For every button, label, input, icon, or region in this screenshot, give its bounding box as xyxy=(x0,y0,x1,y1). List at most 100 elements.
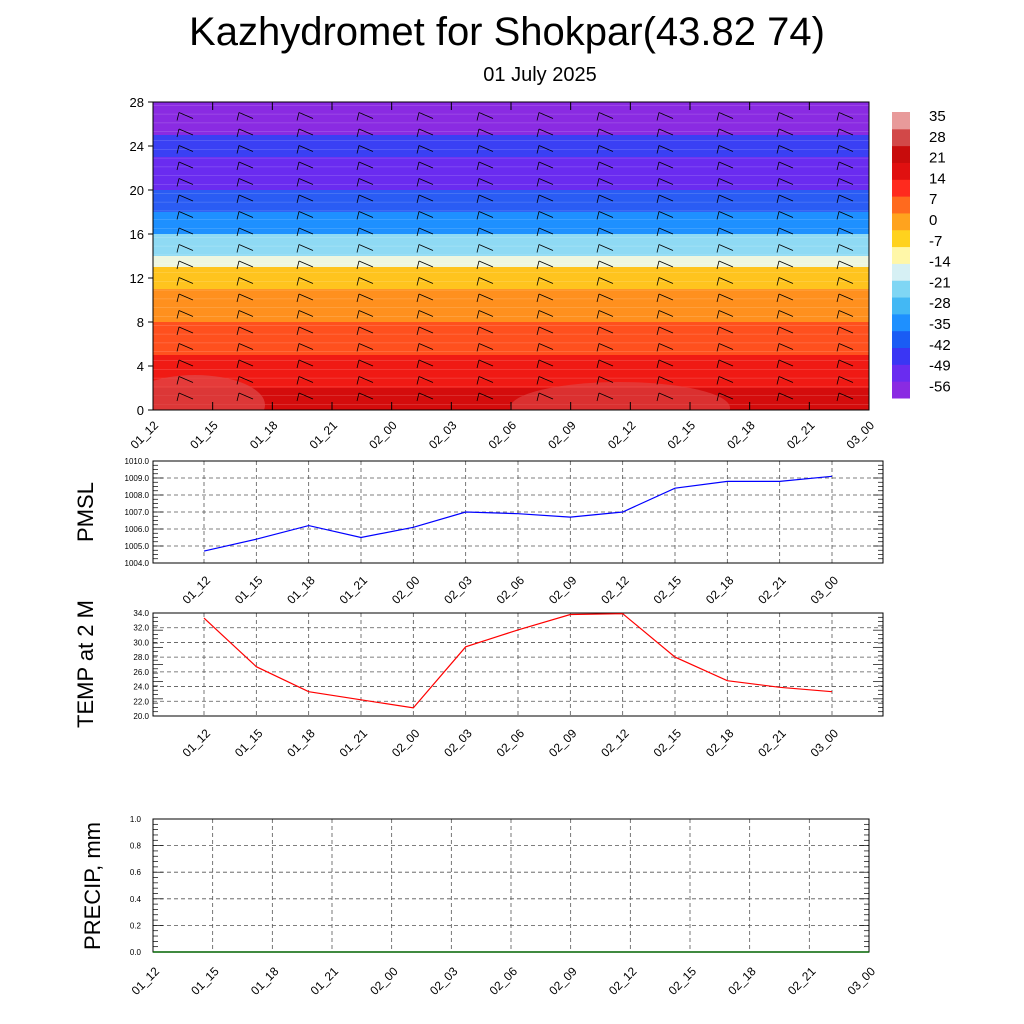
wind-barb-shaft xyxy=(658,310,674,317)
x-tick-label: 01_21 xyxy=(307,418,341,452)
wind-barb xyxy=(296,112,314,121)
wind-barb-flag xyxy=(296,277,300,286)
wind-barb-shaft xyxy=(718,244,734,251)
wind-barb-shaft xyxy=(358,392,374,400)
wind-barb xyxy=(536,145,554,154)
x-tick-label: 02_15 xyxy=(665,418,699,452)
wind-barb-flag xyxy=(596,277,600,286)
wind-barb-flag xyxy=(776,112,780,121)
wind-barb xyxy=(356,194,374,204)
wind-barb xyxy=(236,392,254,402)
wind-barb xyxy=(716,145,734,154)
wind-barb-flag xyxy=(416,178,420,187)
wind-barb xyxy=(476,244,494,253)
wind-barb xyxy=(716,178,734,187)
wind-barb-flag xyxy=(176,244,180,253)
wind-barb xyxy=(416,359,434,369)
wind-barb-flag xyxy=(776,260,780,270)
wind-barb xyxy=(776,194,794,204)
wind-barb xyxy=(356,128,374,138)
wind-barb-flag xyxy=(356,376,360,385)
wind-barb-flag xyxy=(416,392,420,402)
wind-barb-flag xyxy=(656,277,660,286)
wind-barb-shaft xyxy=(418,326,434,334)
wind-barb-shaft xyxy=(298,343,314,350)
wind-barb-shaft xyxy=(298,277,314,284)
colorbar-label: 14 xyxy=(929,170,946,187)
wind-barb-flag xyxy=(656,178,660,187)
wind-barb-flag xyxy=(296,343,300,352)
wind-barb xyxy=(716,277,734,286)
wind-barb-flag xyxy=(836,112,840,121)
wind-barb-flag xyxy=(356,161,360,171)
y-tick-label: 30.0 xyxy=(133,638,149,647)
wind-barb xyxy=(776,343,794,352)
wind-barb-shaft xyxy=(418,343,434,350)
wind-barb-flag xyxy=(296,359,300,369)
wind-barb xyxy=(536,359,554,369)
wind-barb-flag xyxy=(416,376,420,385)
wind-barb-flag xyxy=(836,194,840,204)
wind-barb xyxy=(416,244,434,253)
wind-barb-shaft xyxy=(418,194,434,202)
colorbar-label: -7 xyxy=(929,233,942,250)
wind-barb-flag xyxy=(476,277,480,286)
wind-barb-shaft xyxy=(418,277,434,284)
x-tick-label: 02_09 xyxy=(546,964,580,998)
wind-barb-flag xyxy=(596,244,600,253)
wind-barb-shaft xyxy=(298,326,314,334)
wind-barb xyxy=(536,178,554,187)
wind-barb-flag xyxy=(416,112,420,121)
wind-barb-shaft xyxy=(178,161,194,169)
wind-barb-flag xyxy=(716,145,720,154)
wind-barb xyxy=(656,161,674,171)
wind-barb xyxy=(776,227,794,237)
wind-barb xyxy=(716,128,734,138)
wind-barb-shaft xyxy=(658,293,674,301)
wind-barb-shaft xyxy=(478,227,494,235)
wind-barb xyxy=(716,310,734,319)
chart-subtitle: 01 July 2025 xyxy=(483,64,597,86)
x-tick-label: 02_00 xyxy=(389,726,423,760)
wind-barb-shaft xyxy=(538,326,554,334)
wind-barb xyxy=(836,359,854,369)
x-tick-label: 02_18 xyxy=(703,726,737,760)
wind-barb xyxy=(236,244,254,253)
wind-barb-flag xyxy=(776,128,780,138)
wind-barb xyxy=(596,112,614,121)
wind-barb-shaft xyxy=(718,161,734,169)
y-tick-label: 22.0 xyxy=(133,697,149,706)
wind-barb-shaft xyxy=(598,293,614,301)
wind-barb-shaft xyxy=(178,293,194,301)
colorbar-swatch xyxy=(892,196,910,214)
wind-barb-flag xyxy=(476,112,480,121)
wind-barb xyxy=(356,178,374,187)
wind-barb xyxy=(656,376,674,385)
wind-barb xyxy=(776,376,794,385)
colorbar-swatch xyxy=(892,297,910,315)
wind-barb xyxy=(476,161,494,171)
colorbar: 35 28 21 14 7 0 -7 -14 -21 -28 -35 -42 -49 -56 xyxy=(892,108,951,399)
colorbar-swatch xyxy=(892,128,910,147)
wind-barb-flag xyxy=(176,227,180,237)
x-tick-label: 02_21 xyxy=(755,726,789,760)
wind-barb-shaft xyxy=(178,145,194,152)
wind-barb xyxy=(716,260,734,270)
wind-barb-shaft xyxy=(538,211,554,218)
wind-barb-flag xyxy=(836,211,840,220)
wind-barb-flag xyxy=(536,260,540,270)
wind-barb-flag xyxy=(716,260,720,270)
wind-barb-flag xyxy=(596,310,600,319)
wind-barb xyxy=(536,244,554,253)
wind-barb-shaft xyxy=(298,112,314,119)
wind-barb-shaft xyxy=(298,145,314,152)
wind-barb xyxy=(836,145,854,154)
wind-barb-shaft xyxy=(838,161,854,169)
wind-barb-shaft xyxy=(718,178,734,185)
wind-barb xyxy=(656,178,674,187)
wind-barb-flag xyxy=(176,343,180,352)
wind-barb-shaft xyxy=(778,277,794,284)
heatmap-band xyxy=(153,289,869,322)
wind-barb-flag xyxy=(476,145,480,154)
wind-barb-shaft xyxy=(838,343,854,350)
